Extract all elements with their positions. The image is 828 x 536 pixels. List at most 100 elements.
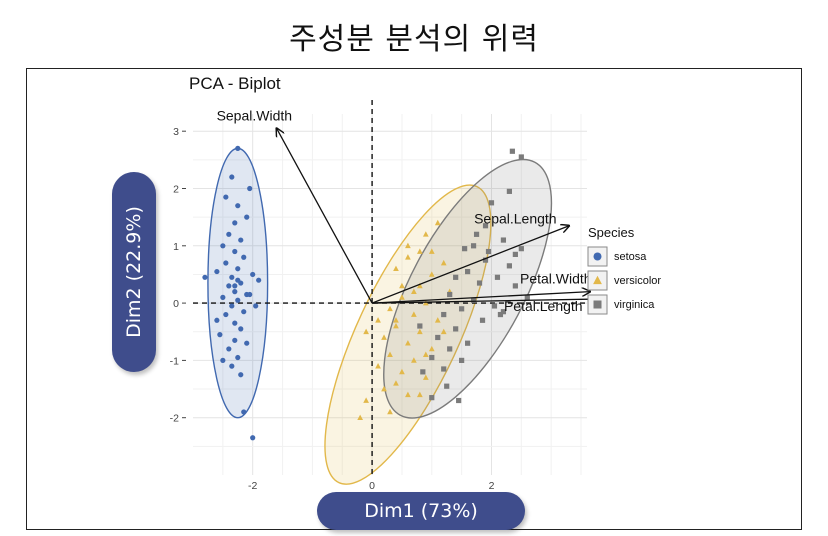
point-versicolor (416, 282, 423, 289)
point-setosa (232, 248, 238, 255)
ellipse-versicolor (324, 184, 492, 485)
point-virginica (447, 291, 453, 298)
point-versicolor (428, 271, 435, 277)
point-virginica (491, 303, 498, 309)
point-setosa (238, 326, 244, 332)
x-tick-label: 0 (369, 480, 375, 492)
point-versicolor (405, 242, 411, 249)
vector-label: Petal.Length (504, 298, 583, 314)
point-versicolor (422, 231, 429, 237)
point-versicolor (393, 322, 399, 329)
point-virginica (429, 395, 435, 401)
pca-biplot: PCA - Biplot Sepal.Width Sepal.Length Peta… (170, 74, 662, 492)
point-virginica (444, 383, 450, 389)
point-virginica (518, 154, 524, 160)
point-versicolor (381, 385, 387, 392)
point-virginica (417, 323, 423, 329)
point-versicolor (363, 328, 369, 335)
y-tick-label: -1 (170, 355, 179, 367)
point-setosa (229, 274, 235, 280)
point-versicolor (405, 391, 411, 398)
point-setosa (202, 274, 208, 280)
point-virginica (453, 326, 459, 332)
point-versicolor (440, 328, 447, 335)
point-setosa (244, 214, 250, 220)
point-versicolor (411, 311, 417, 317)
y-tick-label: 1 (173, 241, 179, 253)
point-setosa (226, 231, 232, 237)
point-virginica (485, 248, 492, 255)
point-setosa (232, 220, 238, 226)
point-setosa (232, 283, 238, 289)
point-setosa (217, 332, 223, 338)
point-virginica (456, 397, 462, 404)
point-virginica (512, 283, 518, 289)
page-title: 주성분 분석의 위력 (289, 22, 539, 57)
point-versicolor (399, 282, 405, 289)
point-setosa (232, 320, 238, 326)
vector-Sepal.Length (371, 226, 569, 304)
legend-title: Species (588, 225, 635, 240)
point-virginica (518, 246, 524, 252)
point-virginica (465, 340, 471, 346)
point-versicolor (434, 219, 441, 226)
point-versicolor (593, 275, 602, 285)
point-virginica (420, 369, 426, 375)
point-versicolor (393, 317, 399, 323)
point-versicolor (387, 408, 393, 415)
legend-label: virginica (614, 299, 655, 311)
point-virginica (459, 357, 465, 363)
point-versicolor (428, 345, 435, 352)
point-virginica (470, 297, 477, 303)
y-tick-label: -2 (170, 413, 179, 425)
point-virginica (470, 243, 477, 249)
point-virginica (429, 354, 435, 361)
point-setosa (229, 174, 235, 180)
point-virginica (506, 188, 512, 194)
point-setosa (223, 260, 229, 266)
point-versicolor (405, 340, 411, 346)
point-versicolor (405, 254, 411, 260)
x-axis-label: Dim1 (73%) (317, 492, 525, 530)
point-setosa (241, 309, 247, 315)
vector-label: Sepal.Length (474, 211, 557, 227)
x-tick-label: -2 (248, 480, 257, 492)
y-axis-label: Dim2 (22.9%) (112, 172, 156, 372)
point-virginica (500, 237, 507, 243)
point-versicolor (393, 265, 399, 272)
vector-label: Petal.Width (520, 271, 592, 287)
point-virginica (497, 311, 504, 318)
point-setosa (214, 317, 220, 323)
point-versicolor (416, 391, 423, 398)
point-virginica (441, 311, 447, 318)
point-setosa (220, 357, 226, 363)
point-virginica (482, 257, 489, 263)
point-virginica (447, 346, 453, 352)
vector-Petal.Length (372, 299, 596, 303)
point-setosa (232, 289, 238, 295)
point-virginica (441, 366, 447, 372)
point-virginica (465, 268, 471, 275)
point-virginica (459, 306, 465, 312)
point-setosa (593, 252, 602, 261)
point-setosa (235, 354, 241, 361)
ellipse-setosa (207, 147, 269, 419)
point-versicolor (381, 334, 387, 340)
point-setosa (235, 145, 241, 151)
x-tick-label: 2 (489, 480, 495, 492)
point-virginica (453, 274, 459, 280)
point-virginica (494, 274, 501, 280)
point-virginica (524, 294, 530, 300)
legend: Species setosa versicolor virginica (587, 225, 661, 315)
legend-label: versicolor (614, 275, 661, 287)
point-virginica (500, 309, 507, 315)
point-versicolor (387, 351, 393, 358)
point-versicolor (399, 368, 405, 375)
vector-Petal.Width (372, 292, 590, 304)
vector-label: Sepal.Width (217, 107, 292, 123)
point-virginica (512, 251, 518, 257)
point-versicolor (411, 288, 417, 294)
point-setosa (235, 203, 241, 209)
point-setosa (235, 297, 241, 303)
data-points (202, 145, 530, 441)
